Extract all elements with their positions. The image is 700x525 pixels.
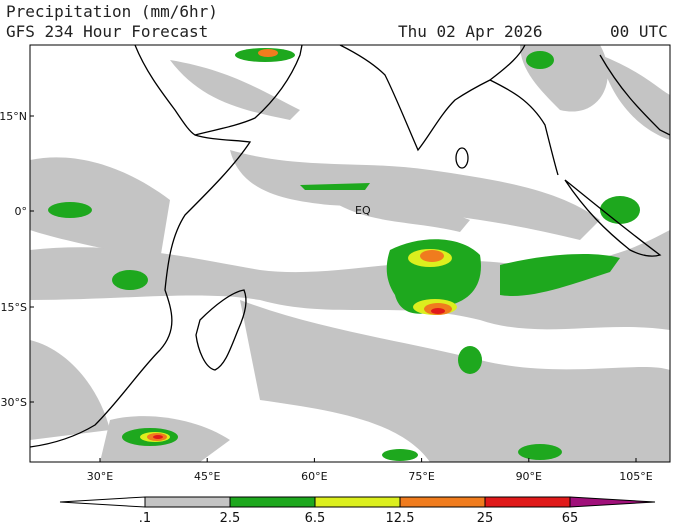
lon-label: 60°E <box>301 470 327 483</box>
title: Precipitation (mm/6hr) <box>6 2 218 21</box>
time: 00 UTC <box>610 22 668 41</box>
lat-label: 30°S <box>1 396 27 409</box>
colorbar-label: .1 <box>139 511 151 525</box>
map: EQ <box>29 44 671 463</box>
lon-label: 105°E <box>619 470 652 483</box>
lon-label: 30°E <box>87 470 113 483</box>
lon-label: 90°E <box>516 470 542 483</box>
colorbar-label: 12.5 <box>386 511 415 525</box>
colorbar <box>59 496 656 508</box>
colorbar-label: 65 <box>562 511 579 525</box>
colorbar-label: 25 <box>477 511 494 525</box>
lat-label: 15°S <box>1 301 27 314</box>
subtitle: GFS 234 Hour Forecast <box>6 22 208 41</box>
colorbar-label: 6.5 <box>305 511 326 525</box>
colorbar-label: 2.5 <box>220 511 241 525</box>
lon-label: 45°E <box>194 470 220 483</box>
equator-label: EQ <box>355 204 371 217</box>
lon-label: 75°E <box>408 470 434 483</box>
lat-label: 15°N <box>0 110 27 123</box>
precipitation <box>30 45 670 462</box>
date: Thu 02 Apr 2026 <box>398 22 543 41</box>
lat-label: 0° <box>15 205 28 218</box>
